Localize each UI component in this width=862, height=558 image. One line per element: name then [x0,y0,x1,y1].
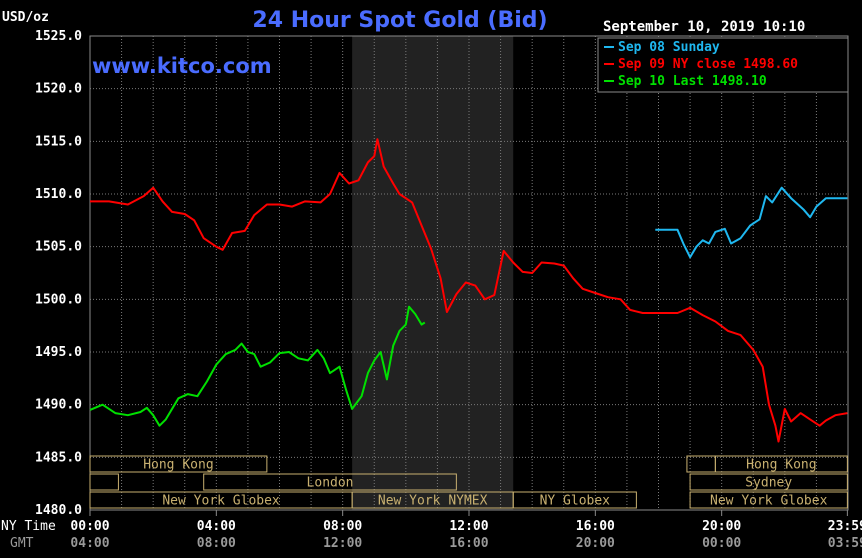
legend-entry: Sep 08 Sunday [618,40,720,55]
x-tick-label-gmt: 04:00 [70,536,109,551]
y-tick-label: 1505.0 [35,240,82,255]
y-tick-label: 1525.0 [35,29,82,44]
y-tick-label: 1500.0 [35,292,82,307]
session-band [89,455,268,473]
x-tick-label-gmt: 08:00 [197,536,236,551]
session-label: Hong Kong [746,458,816,473]
x-axis-ticks: 00:00 04:00 04:00 08:00 08:00 12:00 12:00 16:00… [70,510,862,551]
session-label: Sydney [745,476,792,491]
y-tick-label: 1510.0 [35,187,82,202]
y-tick-label: 1485.0 [35,450,82,465]
y-tick-label: 1495.0 [35,345,82,360]
timestamp: September 10, 2019 10:10 [603,19,805,35]
session-label: NY Globex [540,494,611,509]
y-tick-label: 1480.0 [35,503,82,518]
x-tick-label-gmt: 03:59 [828,536,862,551]
nymex-shaded-region [352,36,514,510]
kitco-watermark: www.kitco.com [92,54,272,78]
grid-lines [90,35,848,511]
session-band [203,473,457,491]
session-label: New York Globex [710,494,828,509]
session-band [512,491,637,509]
x-tick-label-ny: 00:00 [70,519,109,534]
legend-entry: Sep 09 NY close 1498.60 [618,57,798,72]
x-tick-label-gmt: 20:00 [576,536,615,551]
x-tick-label-gmt: 16:00 [449,536,488,551]
session-band [714,455,848,473]
x-tick-label-ny: 20:00 [702,519,741,534]
legend-box [597,37,849,93]
series-line-sep09 [90,138,848,443]
series-line-sep08 [655,186,848,259]
x-tick-label-ny: 04:00 [197,519,236,534]
session-band [689,491,848,509]
session-band-empty [89,473,119,491]
session-label: Hong Kong [143,458,213,473]
x-tick-label-ny: 23:59 [828,519,862,534]
price-series [89,138,848,443]
y-tick-label: 1515.0 [35,134,82,149]
x-tick-label-ny: 08:00 [323,519,362,534]
x-tick-label-gmt: 00:00 [702,536,741,551]
x-tick-label-ny: 16:00 [576,519,615,534]
session-label: New York Globex [162,494,280,509]
legend: September 10, 2019 10:10 Sep 08 Sunday Se… [597,19,849,93]
x-tick-label-ny: 12:00 [449,519,488,534]
session-label: New York NYMEX [378,494,488,509]
legend-entry: Sep 10 Last 1498.10 [618,74,767,89]
session-label: London [307,476,354,491]
y-axis-ticks: 1525.0 1520.0 1515.0 1510.0 1505.0 1500.0 1495… [35,29,82,518]
y-tick-label: 1490.0 [35,398,82,413]
x-tick-label-gmt: 12:00 [323,536,362,551]
session-band [689,473,848,491]
gmt-row-label: GMT [10,536,34,551]
trading-sessions: Hong Kong London New York Globex New York N… [89,455,848,509]
ny-time-row-label: NY Time [1,519,56,534]
series-line-sep10 [89,305,426,427]
chart-title: 24 Hour Spot Gold (Bid) [252,8,547,33]
y-tick-label: 1520.0 [35,82,82,97]
y-axis-label: USD/oz [2,10,49,25]
